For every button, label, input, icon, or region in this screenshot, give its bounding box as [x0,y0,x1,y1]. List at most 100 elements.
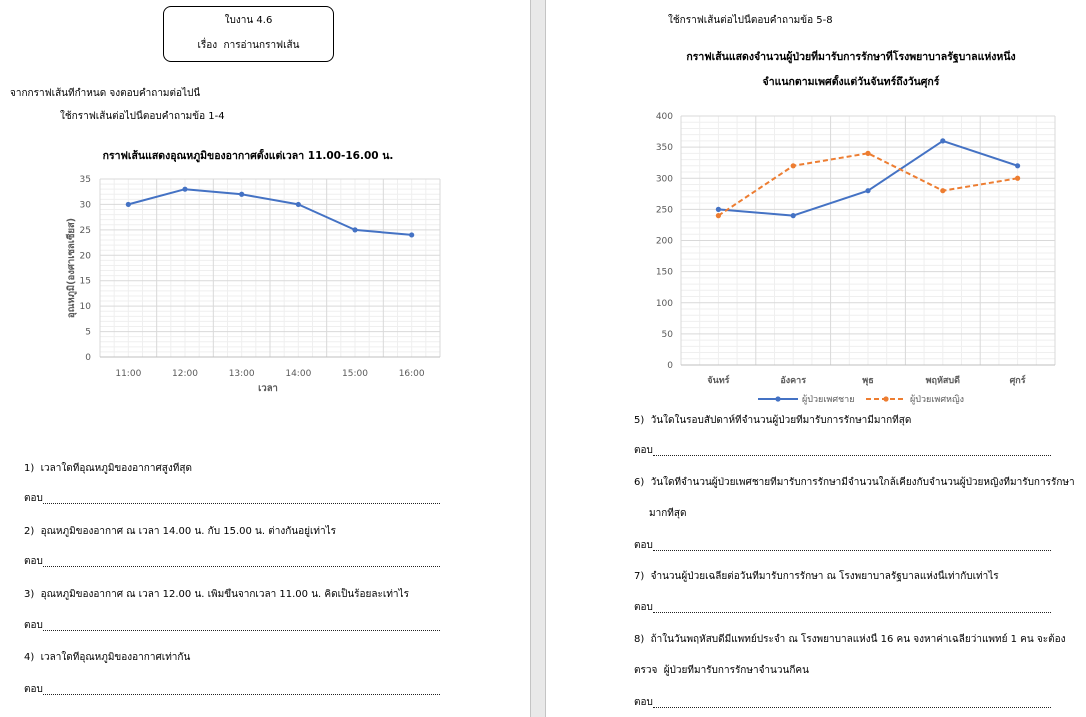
answer-label: ตอบ [634,697,653,708]
legend-item: ผู้ป่วยเพศหญิง [866,394,964,405]
y-axis-title: อุณหภูมิ(องศาเซลเซียส) [65,218,78,318]
answer-line-8[interactable]: ตอบ [634,696,1051,710]
chart-intro-text: ใช้กราฟเส้นต่อไปนี้ตอบคำถามข้อ 1-4 [60,111,225,122]
question-6: 6) วันใดที่จำนวนผู้ป่วยเพศชายที่มารับการ… [634,477,1075,488]
chart-title: กราฟเส้นแสดงอุณหภูมิของอากาศตั้งแต่เวลา … [102,150,394,162]
worksheet-page-right: ใช้กราฟเส้นต่อไปนี้ตอบคำถามข้อ 5-8 กราฟเ… [545,0,1086,717]
y-tick-label: 150 [656,268,673,278]
x-tick-label: พฤหัสบดี [926,375,961,386]
question-4: 4) เวลาใดที่อุณหภูมิของอากาศเท่ากัน [24,652,191,663]
chart-legend: ผู้ป่วยเพศชาย ผู้ป่วยเพศหญิง [758,394,964,405]
legend-marker [883,396,889,402]
answer-blank[interactable] [652,602,1051,613]
legend-marker [775,396,781,402]
series-layer [715,138,1021,219]
y-tick-label: 0 [667,361,673,371]
answer-blank[interactable] [42,493,440,504]
answer-line-2[interactable]: ตอบ [24,555,440,569]
y-tick-label: 35 [80,175,91,185]
data-point [125,201,131,208]
y-tick-label: 0 [85,353,91,363]
answer-label: ตอบ [24,620,43,631]
y-axis-labels: 0 5 10 15 20 25 30 35 [80,175,92,363]
patients-line-chart[interactable]: 0 50 100 150 200 250 300 350 400 จันทร์ อังคาร พุธ… [631,100,1071,410]
data-point [865,188,871,194]
question-1: 1) เวลาใดที่อุณหภูมิของอากาศสูงที่สุด [24,463,192,474]
worksheet-title-box: ใบงาน 4.6 เรื่อง การอ่านกราฟเส้น [163,6,334,62]
temperature-line-chart[interactable]: 0 5 10 15 20 25 30 35 11:00 12:00 13:00 14:00 15:00… [60,165,460,400]
question-2: 2) อุณหภูมิของอากาศ ณ เวลา 14.00 น. กับ … [24,526,336,537]
y-tick-label: 30 [80,200,92,210]
y-tick-label: 100 [656,299,673,309]
question-8: 8) ถ้าในวันพฤหัสบดีมีแพทย์ประจำ ณ โรงพยา… [634,634,1066,645]
instruction-text: จากกราฟเส้นที่กำหนด จงตอบคำถามต่อไปนี้ [10,88,201,99]
x-axis-labels: 11:00 12:00 13:00 14:00 15:00 16:00 [115,369,425,379]
x-axis-labels: จันทร์ อังคาร พุธ พฤหัสบดี ศุกร์ [707,374,1025,386]
series-layer [125,186,415,238]
data-point [790,163,796,169]
data-point [865,150,871,156]
answer-blank[interactable] [42,620,440,631]
y-tick-label: 400 [656,112,673,122]
data-point [790,213,796,219]
y-tick-label: 25 [80,226,91,236]
gridlines [680,115,1056,366]
chart-intro-text: ใช้กราฟเส้นต่อไปนี้ตอบคำถามข้อ 5-8 [668,15,833,26]
answer-line-6[interactable]: ตอบ [634,539,1051,553]
answer-label: ตอบ [24,556,43,567]
y-tick-label: 10 [80,302,92,312]
chart-subtitle: จำแนกตามเพศตั้งแต่วันจันทร์ถึงวันศุกร์ [762,76,940,88]
answer-blank[interactable] [42,556,440,567]
data-point [352,227,358,233]
y-axis-labels: 0 50 100 150 200 250 300 350 400 [656,112,673,371]
gridlines [99,178,441,358]
legend-label: ผู้ป่วยเพศหญิง [910,394,964,405]
question-3: 3) อุณหภูมิของอากาศ ณ เวลา 12.00 น. เพิ่… [24,589,409,600]
y-tick-label: 300 [656,174,673,184]
data-point [409,232,415,238]
series-line [128,188,412,236]
data-point [940,188,946,194]
data-point [715,213,721,219]
question-6-continued: มากที่สุด [649,508,687,519]
answer-blank[interactable] [652,540,1051,551]
worksheet-topic: เรื่อง การอ่านกราฟเส้น [197,40,300,51]
x-tick-label: 16:00 [399,369,425,379]
x-tick-label: 12:00 [172,369,198,379]
x-tick-label: พุธ [862,376,873,386]
data-point [295,201,301,208]
y-tick-label: 200 [656,237,673,247]
x-tick-label: 15:00 [342,369,368,379]
x-tick-label: 14:00 [285,369,311,379]
answer-line-1[interactable]: ตอบ [24,492,440,506]
answer-line-3[interactable]: ตอบ [24,619,440,633]
legend-item: ผู้ป่วยเพศชาย [758,394,854,405]
answer-line-5[interactable]: ตอบ [634,444,1051,458]
answer-blank[interactable] [42,684,440,695]
answer-label: ตอบ [634,445,653,456]
answer-line-4[interactable]: ตอบ [24,683,440,697]
data-point [940,138,946,144]
data-point [715,206,721,212]
data-point [239,191,245,197]
worksheet-page-left: ใบงาน 4.6 เรื่อง การอ่านกราฟเส้น จากกราฟ… [0,0,531,717]
x-tick-label: ศุกร์ [1010,374,1026,386]
y-tick-label: 350 [656,143,673,153]
answer-line-7[interactable]: ตอบ [634,601,1051,615]
question-8-continued: ตรวจ ผู้ป่วยที่มารับการรักษาจำนวนกี่คน [634,665,809,676]
y-tick-label: 20 [80,251,92,261]
answer-label: ตอบ [24,684,43,695]
answer-label: ตอบ [634,540,653,551]
x-tick-label: 11:00 [115,369,141,379]
worksheet-number: ใบงาน 4.6 [224,15,273,26]
data-point [1015,175,1021,181]
x-tick-label: จันทร์ [707,374,729,386]
answer-label: ตอบ [634,602,653,613]
answer-blank[interactable] [652,697,1051,708]
y-tick-label: 15 [80,277,91,287]
question-5: 5) วันใดในรอบสัปดาห์ที่จำนวนผู้ป่วยที่มา… [634,415,912,426]
x-tick-label: 13:00 [229,369,255,379]
answer-blank[interactable] [652,445,1051,456]
legend-label: ผู้ป่วยเพศชาย [802,394,854,405]
series-line [717,152,1018,217]
